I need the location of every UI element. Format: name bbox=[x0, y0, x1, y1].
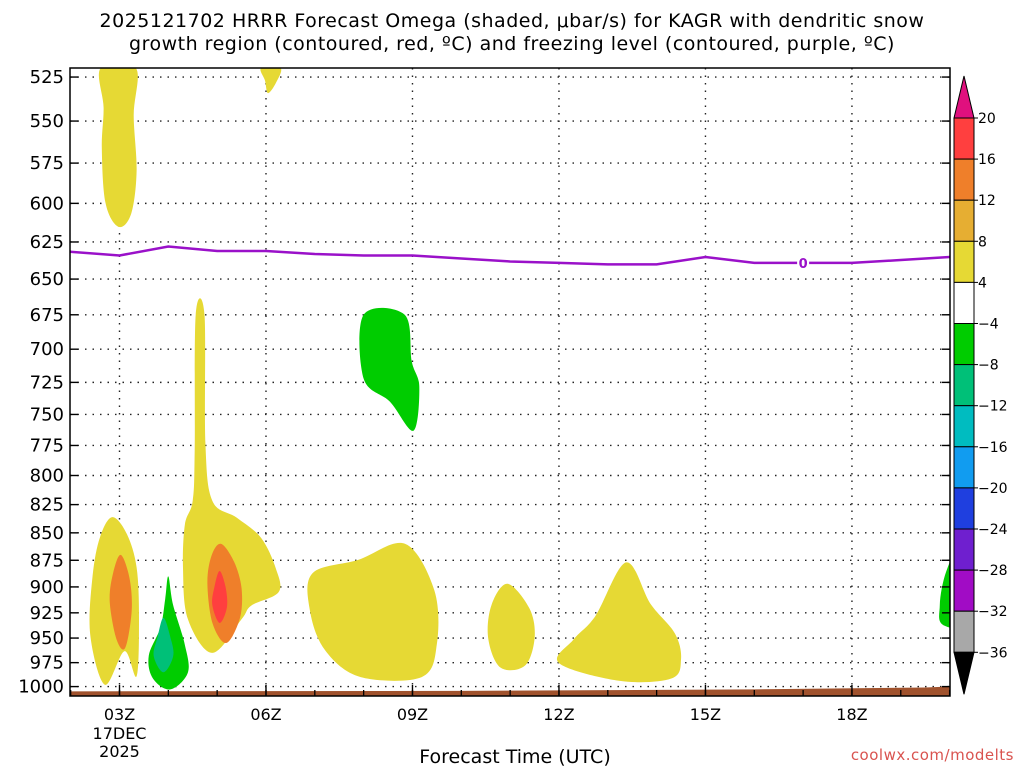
omega-region bbox=[212, 571, 228, 624]
colorbar-swatch bbox=[953, 323, 975, 366]
colorbar-swatch bbox=[953, 281, 975, 324]
colorbar-label: −28 bbox=[978, 563, 1008, 579]
x-tick-label: 06Z bbox=[250, 705, 281, 724]
x-date-label: 17DEC bbox=[93, 724, 147, 743]
x-tick-label: 03Z bbox=[104, 705, 135, 724]
omega-region bbox=[939, 561, 950, 628]
colorbar-label: −12 bbox=[978, 399, 1008, 415]
colorbar-label: −24 bbox=[978, 522, 1008, 538]
freezing-label-bg bbox=[797, 254, 810, 270]
omega-region bbox=[260, 68, 282, 94]
omega-region bbox=[109, 554, 132, 650]
colorbar-swatch bbox=[953, 569, 975, 612]
y-tick-label: 525 bbox=[30, 67, 64, 88]
omega-region bbox=[182, 298, 281, 653]
x-axis-title: Forecast Time (UTC) bbox=[419, 746, 611, 768]
y-tick-label: 875 bbox=[30, 550, 64, 571]
colorbar-label: −36 bbox=[978, 645, 1008, 661]
omega-regions bbox=[89, 68, 950, 690]
colorbar-swatch bbox=[953, 158, 975, 201]
omega-region bbox=[487, 583, 535, 671]
y-tick-label: 750 bbox=[30, 404, 64, 425]
y-tick-label: 625 bbox=[30, 232, 64, 253]
x-tick-label: 15Z bbox=[690, 705, 721, 724]
y-tick-label: 550 bbox=[30, 111, 64, 132]
colorbar-label: 8 bbox=[978, 234, 987, 250]
x-tick-label: 09Z bbox=[397, 705, 428, 724]
y-tick-label: 950 bbox=[30, 628, 64, 649]
y-axis: 525 550 575 600 625 650 675 700 725 750 775 800 825 8… bbox=[18, 67, 950, 698]
y-tick-label: 700 bbox=[30, 339, 64, 360]
y-tick-label: 900 bbox=[30, 577, 64, 598]
omega-region bbox=[307, 542, 439, 681]
colorbar-label: −16 bbox=[978, 440, 1008, 456]
credit-link[interactable]: coolwx.com/modelts bbox=[850, 746, 1014, 764]
x-date-label: 2025 bbox=[99, 742, 140, 761]
omega-region bbox=[98, 68, 138, 228]
chart-title-line-2: growth region (contoured, red, ºC) and f… bbox=[129, 33, 895, 55]
colorbar: 20 16 12 8 4 −4 −8 −12 −16 −20 −24 −28 −32 −36 bbox=[953, 75, 1008, 695]
colorbar-swatch bbox=[953, 199, 975, 242]
colorbar-swatch bbox=[953, 610, 975, 653]
y-tick-label: 575 bbox=[30, 153, 64, 174]
colorbar-label: 4 bbox=[978, 275, 987, 291]
x-tick-label: 12Z bbox=[543, 705, 574, 724]
y-tick-label: 975 bbox=[30, 653, 64, 674]
freezing-level-label: 0 bbox=[799, 257, 808, 272]
freezing-level-line bbox=[70, 245, 950, 266]
y-tick-label: 800 bbox=[30, 466, 64, 487]
y-tick-label: 825 bbox=[30, 495, 64, 516]
y-tick-label: 725 bbox=[30, 372, 64, 393]
colorbar-swatch bbox=[953, 240, 975, 283]
y-tick-label: 775 bbox=[30, 435, 64, 456]
colorbar-label: −20 bbox=[978, 481, 1008, 497]
colorbar-label: −32 bbox=[978, 604, 1008, 620]
colorbar-swatch bbox=[953, 487, 975, 530]
colorbar-label: −4 bbox=[978, 317, 999, 333]
omega-region bbox=[556, 562, 682, 683]
x-tick-label: 18Z bbox=[836, 705, 867, 724]
chart-title-line-1: 2025121702 HRRR Forecast Omega (shaded, … bbox=[99, 10, 925, 32]
y-tick-label: 675 bbox=[30, 305, 64, 326]
colorbar-label: 12 bbox=[978, 193, 996, 209]
omega-region bbox=[359, 307, 420, 431]
colorbar-label: 16 bbox=[978, 152, 996, 168]
omega-region bbox=[153, 617, 174, 673]
y-tick-label: 600 bbox=[30, 193, 64, 214]
y-tick-label: 1000 bbox=[18, 677, 64, 698]
y-tick-label: 850 bbox=[30, 523, 64, 544]
colorbar-swatch bbox=[953, 528, 975, 571]
colorbar-bottom-arrow bbox=[953, 651, 975, 695]
y-tick-label: 650 bbox=[30, 269, 64, 290]
colorbar-label: 20 bbox=[978, 111, 996, 127]
colorbar-swatch bbox=[953, 117, 975, 160]
colorbar-swatch bbox=[953, 364, 975, 407]
colorbar-swatch bbox=[953, 446, 975, 489]
colorbar-label: −8 bbox=[978, 358, 999, 374]
colorbar-swatch bbox=[953, 405, 975, 448]
y-tick-label: 925 bbox=[30, 603, 64, 624]
